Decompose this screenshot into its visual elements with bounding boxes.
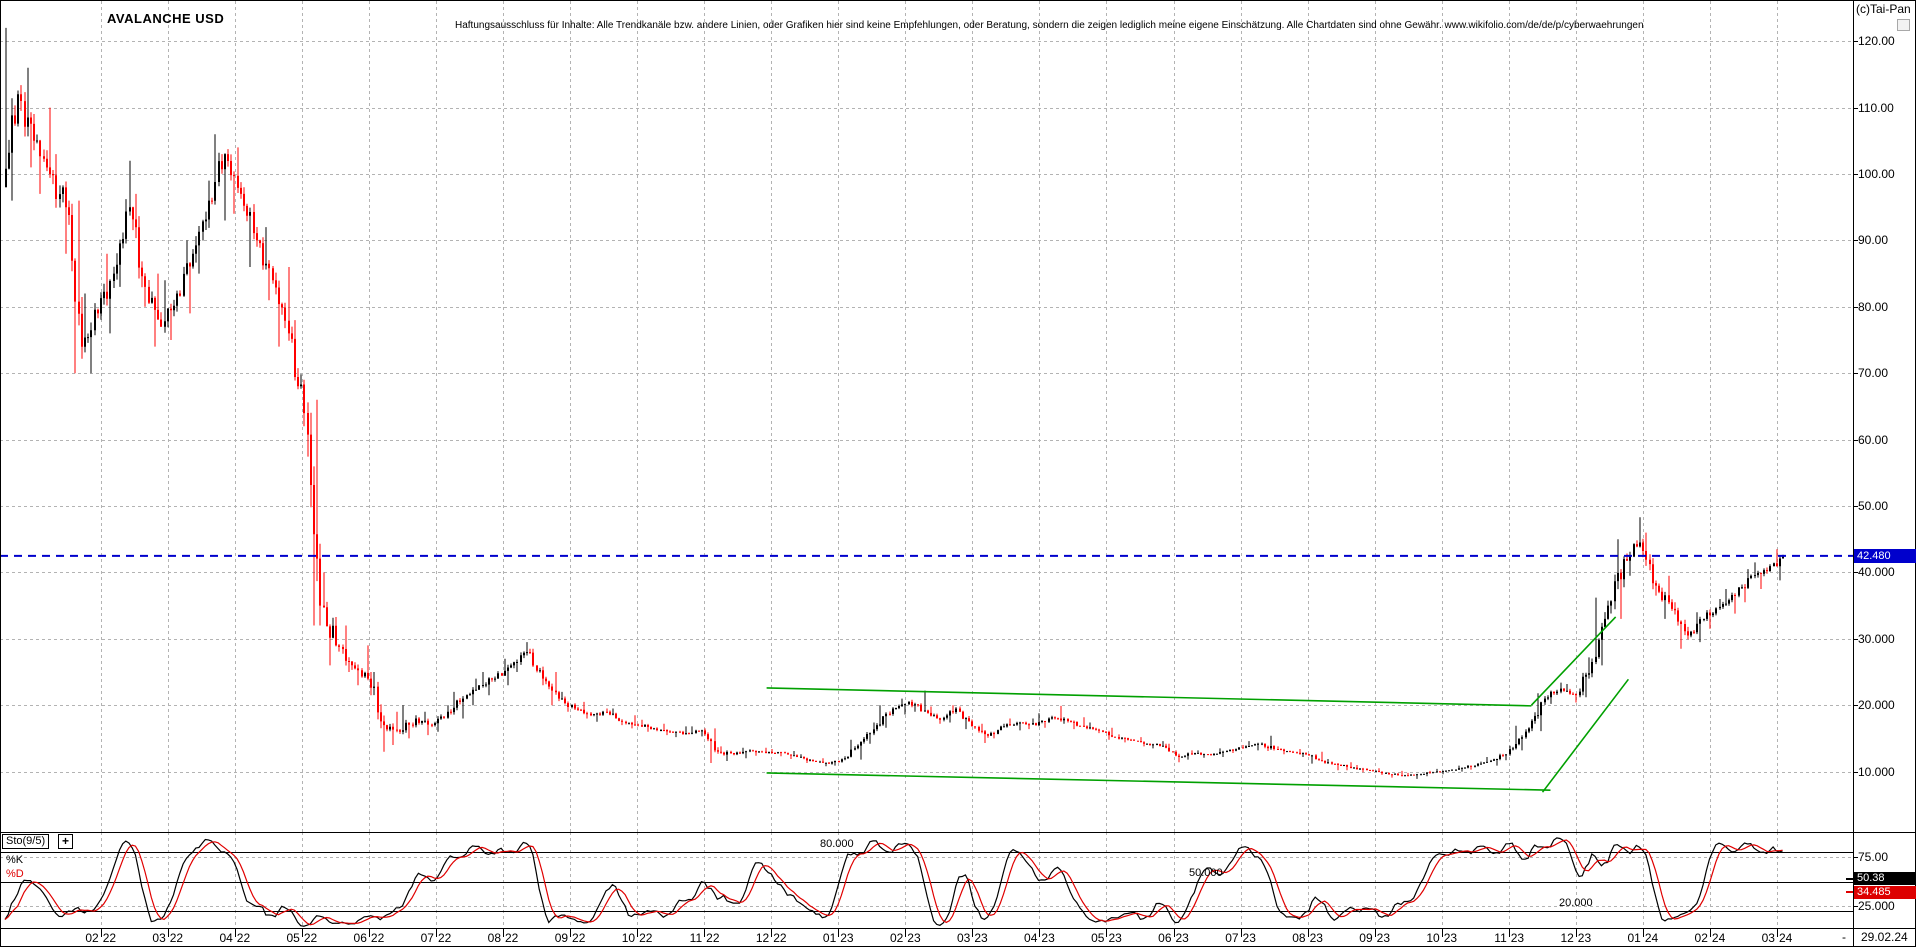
y-axis-label: 40.000 — [1858, 565, 1895, 580]
x-axis-label-month: 04 — [219, 931, 233, 945]
x-axis-label-month: 02 — [1694, 931, 1708, 945]
x-axis-label-year: 24 — [1644, 931, 1659, 945]
x-axis-label-month: 11 — [1494, 931, 1507, 945]
x-axis-label-year: 23 — [1510, 931, 1525, 945]
x-axis-label-month: 12 — [755, 931, 770, 945]
x-axis-label-year: 22 — [437, 931, 452, 945]
y-axis-label: 100.00 — [1858, 167, 1895, 181]
x-axis-label-year: 22 — [236, 931, 251, 945]
collapse-axis-icon[interactable] — [1897, 19, 1910, 31]
y-axis-label: 80.00 — [1858, 299, 1889, 314]
x-axis-label-year: 22 — [102, 931, 117, 945]
last-price-badge: 42.480 — [1854, 548, 1916, 563]
x-axis-label-month: 09 — [554, 931, 569, 945]
x-axis-label-year: 23 — [1175, 931, 1189, 945]
indicator-add-button[interactable]: + — [58, 834, 73, 849]
sto-level-label: 50.000 — [1189, 867, 1223, 879]
y-axis-label: 110.00 — [1858, 100, 1894, 115]
y-axis-label: 70.00 — [1858, 366, 1889, 381]
x-axis-label-month: 08 — [487, 931, 501, 945]
x-axis-label-year: 22 — [773, 931, 787, 945]
x-axis-label-month: 12 — [1560, 931, 1574, 945]
x-axis-label-year: 24 — [1711, 931, 1726, 945]
x-axis-label-year: 23 — [1242, 931, 1256, 945]
x-axis-label-month: 02 — [85, 931, 99, 945]
y-axis-label: 10.000 — [1858, 764, 1895, 779]
x-axis-label-month: 10 — [1426, 931, 1440, 945]
x-axis-label-month: 10 — [621, 931, 636, 945]
x-axis-label-year: 23 — [1108, 931, 1122, 945]
x-axis-label-month: 05 — [1091, 931, 1105, 945]
x-axis-label-year: 24 — [1778, 931, 1793, 945]
x-axis-label-month: 05 — [286, 931, 300, 945]
copyright-label: (c)Tai-Pan — [1856, 2, 1911, 16]
sto-axis-label: 25.000 — [1858, 899, 1895, 914]
x-axis-label-year: 22 — [303, 931, 318, 945]
y-axis-label: 90.00 — [1858, 233, 1889, 248]
x-axis-label-month: 06 — [353, 931, 367, 945]
x-axis-label-month: 03 — [1761, 931, 1775, 945]
x-axis-label-year: 23 — [907, 931, 921, 945]
x-axis-label-year: 23 — [974, 931, 988, 945]
x-axis-label-month: 07 — [1225, 931, 1239, 945]
y-axis-label: 50.00 — [1858, 499, 1889, 513]
x-axis-label-month: 08 — [1292, 931, 1306, 945]
x-axis-label-month: 02 — [889, 931, 904, 945]
sto-axis-label: 75.00 — [1858, 849, 1889, 864]
sto-k-value-badge: 50.38 — [1854, 872, 1916, 885]
axis-dash-label: - — [1842, 930, 1846, 944]
x-axis-label-year: 23 — [1577, 931, 1592, 945]
x-axis-label-year: 23 — [840, 931, 854, 945]
x-axis-label-year: 22 — [169, 931, 184, 945]
indicator-name-box[interactable]: Sto(9/5) — [2, 834, 50, 849]
x-axis-label-year: 22 — [572, 931, 586, 945]
y-axis-label: 120.00 — [1858, 34, 1895, 49]
chart-title: AVALANCHE USD — [107, 11, 225, 26]
x-axis-label-month: 11 — [689, 931, 703, 945]
sto-level-label: 80.000 — [820, 838, 854, 850]
x-axis-label-year: 22 — [706, 931, 720, 945]
last-date-label: 29.02.24 — [1861, 930, 1908, 944]
x-axis-label-month: 03 — [956, 931, 971, 945]
x-axis-label-month: 07 — [420, 931, 434, 945]
x-axis-label-year: 22 — [639, 931, 653, 945]
x-axis-label-year: 22 — [370, 931, 385, 945]
x-axis-label-year: 23 — [1309, 931, 1323, 945]
percent-d-legend: %D — [6, 868, 24, 880]
x-axis-label-month: 01 — [822, 931, 837, 945]
x-axis-label-year: 23 — [1443, 931, 1458, 945]
sto-d-value-badge: 34.485 — [1854, 886, 1916, 899]
x-axis-label-month: 09 — [1359, 931, 1373, 945]
y-axis-label: 30.000 — [1858, 631, 1895, 646]
x-axis-label-year: 23 — [1041, 931, 1055, 945]
x-axis-label-month: 04 — [1024, 931, 1038, 945]
y-axis-label: 20.000 — [1858, 698, 1895, 713]
percent-k-legend: %K — [6, 854, 24, 866]
x-axis-label-month: 06 — [1158, 931, 1172, 945]
disclaimer-text: Haftungsausschluss für Inhalte: Alle Tre… — [455, 20, 1644, 31]
x-axis-label-year: 22 — [505, 931, 519, 945]
y-axis-label: 60.00 — [1858, 432, 1889, 447]
x-axis-label-month: 03 — [152, 931, 166, 945]
sto-level-label: 20.000 — [1559, 897, 1593, 909]
x-axis-label-month: 01 — [1627, 931, 1641, 945]
x-axis-label-year: 23 — [1376, 931, 1390, 945]
